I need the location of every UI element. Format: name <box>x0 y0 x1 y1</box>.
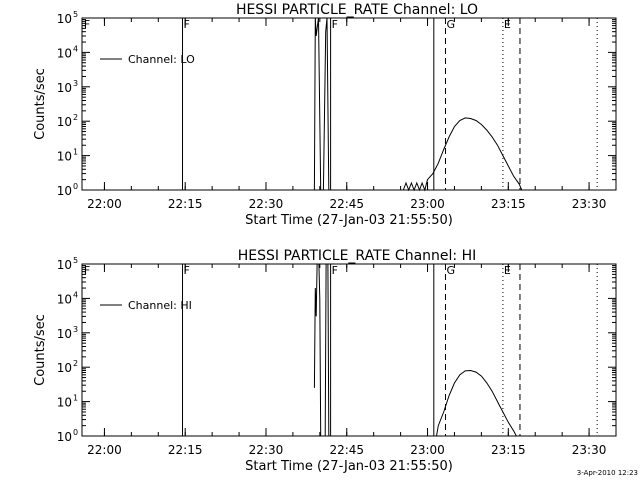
x-tick-label: 22:45 <box>329 443 364 457</box>
event-marker-label: E <box>504 18 511 31</box>
y-tick-label: 10 <box>57 184 72 198</box>
event-marker-label: F <box>332 18 338 31</box>
x-tick-label: 22:15 <box>168 443 203 457</box>
x-axis-label: Start Time (27-Jan-03 21:55:50) <box>245 213 453 228</box>
x-tick-label: 23:00 <box>410 197 445 211</box>
legend-label: Channel: LO <box>128 53 195 66</box>
y-tick-exponent: 1 <box>73 394 78 403</box>
y-tick-label: 10 <box>57 81 72 95</box>
y-tick-exponent: 4 <box>73 44 78 53</box>
x-tick-label: 22:30 <box>249 197 284 211</box>
chart-title: HESSI PARTICLE_RATE Channel: HI <box>238 248 476 264</box>
series-line <box>313 17 525 192</box>
chart-panel-lo: HESSI PARTICLE_RATE Channel: LOF F F G E22:0… <box>33 2 617 228</box>
event-marker-label: F <box>84 18 90 31</box>
event-marker-label: F <box>84 264 90 277</box>
y-tick-label: 10 <box>57 327 72 341</box>
x-tick-label: 22:45 <box>329 197 364 211</box>
y-tick-label: 10 <box>57 396 72 410</box>
y-tick-exponent: 2 <box>73 359 78 368</box>
y-tick-exponent: 5 <box>73 256 78 265</box>
event-marker-label: F <box>332 264 338 277</box>
x-tick-label: 22:00 <box>87 443 122 457</box>
event-marker-label: F <box>184 18 190 31</box>
plot-frame <box>81 17 617 191</box>
y-tick-exponent: 2 <box>73 113 78 122</box>
event-marker-label: F <box>184 264 190 277</box>
y-tick-label: 10 <box>57 361 72 375</box>
x-tick-label: 23:15 <box>491 197 526 211</box>
y-tick-label: 10 <box>57 115 72 129</box>
y-tick-exponent: 5 <box>73 10 78 19</box>
y-tick-exponent: 3 <box>73 79 78 88</box>
y-tick-label: 10 <box>57 46 72 60</box>
event-marker-label: E <box>504 264 511 277</box>
y-tick-label: 10 <box>57 150 72 164</box>
y-tick-exponent: 0 <box>73 428 78 437</box>
y-axis-label: Counts/sec <box>33 68 48 140</box>
y-tick-label: 10 <box>57 12 72 26</box>
series-line <box>313 263 520 437</box>
x-tick-label: 23:15 <box>491 443 526 457</box>
y-tick-exponent: 0 <box>73 182 78 191</box>
y-axis-label: Counts/sec <box>33 314 48 386</box>
event-marker-label: G <box>446 264 455 277</box>
footer-timestamp: 3-Apr-2010 12:23 <box>577 469 638 477</box>
chart-title: HESSI PARTICLE_RATE Channel: LO <box>236 2 478 18</box>
y-tick-label: 10 <box>57 258 72 272</box>
y-tick-label: 10 <box>57 292 72 306</box>
x-tick-label: 22:30 <box>249 443 284 457</box>
legend-label: Channel: HI <box>128 299 192 312</box>
x-tick-label: 22:15 <box>168 197 203 211</box>
x-tick-label: 23:00 <box>410 443 445 457</box>
y-tick-exponent: 4 <box>73 290 78 299</box>
y-tick-exponent: 3 <box>73 325 78 334</box>
charts-root: HESSI PARTICLE_RATE Channel: LOF F F G E22:0… <box>33 2 617 474</box>
chart-panel-hi: HESSI PARTICLE_RATE Channel: HIF F F G E22:0… <box>33 248 617 474</box>
x-tick-label: 23:30 <box>572 443 607 457</box>
y-tick-exponent: 1 <box>73 148 78 157</box>
x-axis-label: Start Time (27-Jan-03 21:55:50) <box>245 459 453 474</box>
y-tick-label: 10 <box>57 430 72 444</box>
x-tick-label: 23:30 <box>572 197 607 211</box>
x-tick-label: 22:00 <box>87 197 122 211</box>
event-marker-label: G <box>446 18 455 31</box>
plot-frame <box>81 263 617 437</box>
